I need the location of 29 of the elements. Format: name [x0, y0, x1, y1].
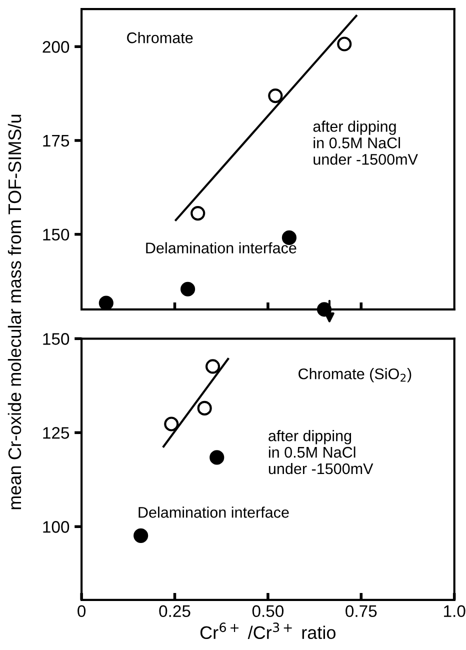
point [210, 450, 224, 465]
y-tick-label: 200 [42, 41, 70, 53]
y-axis-title: mean Cr-oxide molecular mass from TOF-SIMS/u [8, 114, 22, 510]
annotation: Chromate [127, 32, 193, 44]
x-tick-label: 0.75 [346, 605, 377, 618]
x-axis-title: Cr$^{6+}$ /Cr$^{3+}$ ratio [200, 622, 336, 640]
point [164, 416, 179, 432]
point [98, 296, 114, 310]
y-tick-label: 175 [43, 135, 70, 147]
annotation: Delamination interface [146, 242, 296, 254]
x-tick-label: 1.0 [444, 605, 466, 618]
x-tick-label: 0 [78, 605, 86, 618]
annotation: Delamination interface [138, 506, 289, 518]
point [190, 206, 206, 221]
y-tick-label: 125 [43, 427, 70, 439]
point [268, 88, 283, 104]
point [337, 36, 352, 52]
annotation: after dipping in 0.5M NaCl under -1500mV [268, 430, 374, 474]
point [134, 528, 148, 543]
y-tick-label: 150 [43, 333, 70, 345]
annotation: Chromate (SiO$_{2}$) [298, 368, 412, 382]
x-tick-label: 0.50 [252, 605, 284, 618]
annotation: after dipping in 0.5M NaCl under -1500mV [313, 120, 418, 165]
point [205, 359, 220, 374]
point [197, 400, 212, 416]
y-tick-label: 100 [43, 521, 70, 533]
x-tick-label: 0.25 [159, 605, 190, 618]
y-tick-label: 150 [43, 228, 70, 241]
point [180, 282, 196, 296]
